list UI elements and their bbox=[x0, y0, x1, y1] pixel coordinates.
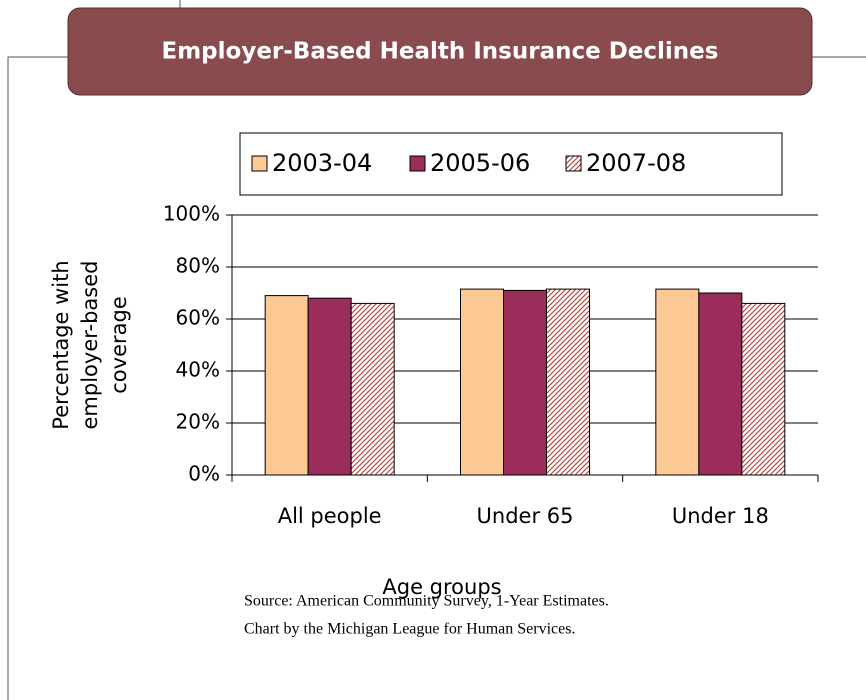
chart-title: Employer-Based Health Insurance Declines bbox=[162, 39, 719, 65]
bar bbox=[546, 288, 590, 476]
x-axis-title: Age groups bbox=[382, 575, 501, 599]
bar bbox=[741, 302, 786, 476]
legend-swatch bbox=[251, 155, 268, 172]
source: Source: American Community Survey, 1-Yea… bbox=[244, 593, 609, 610]
bar bbox=[307, 297, 352, 476]
legend-label: 2005-06 bbox=[430, 149, 530, 177]
bar bbox=[350, 302, 395, 476]
y-tick-label: 20% bbox=[176, 410, 220, 434]
legend-label: 2003-04 bbox=[272, 149, 372, 177]
y-axis-title: employer-based bbox=[78, 261, 102, 430]
y-tick-label: 80% bbox=[176, 254, 220, 278]
y-axis-title: coverage bbox=[107, 296, 131, 394]
x-tick-label: Under 65 bbox=[477, 504, 574, 528]
y-tick-label: 100% bbox=[163, 202, 220, 226]
bar bbox=[655, 288, 700, 476]
legend bbox=[239, 132, 783, 196]
source: Chart by the Michigan League for Human S… bbox=[244, 621, 575, 638]
frame-line bbox=[7, 56, 68, 700]
bar bbox=[698, 292, 743, 476]
y-tick-label: 0% bbox=[188, 462, 220, 486]
bar bbox=[460, 288, 504, 476]
bar bbox=[264, 295, 309, 476]
legend-swatch bbox=[565, 155, 582, 172]
x-tick-label: All people bbox=[278, 504, 382, 528]
bar bbox=[503, 289, 547, 476]
legend-swatch bbox=[409, 155, 426, 172]
y-tick-label: 40% bbox=[176, 358, 220, 382]
legend-label: 2007-08 bbox=[586, 149, 686, 177]
x-tick-label: Under 18 bbox=[672, 504, 769, 528]
y-axis-title: Percentage with bbox=[49, 260, 73, 429]
title-banner bbox=[67, 7, 813, 96]
y-tick-label: 60% bbox=[176, 306, 220, 330]
